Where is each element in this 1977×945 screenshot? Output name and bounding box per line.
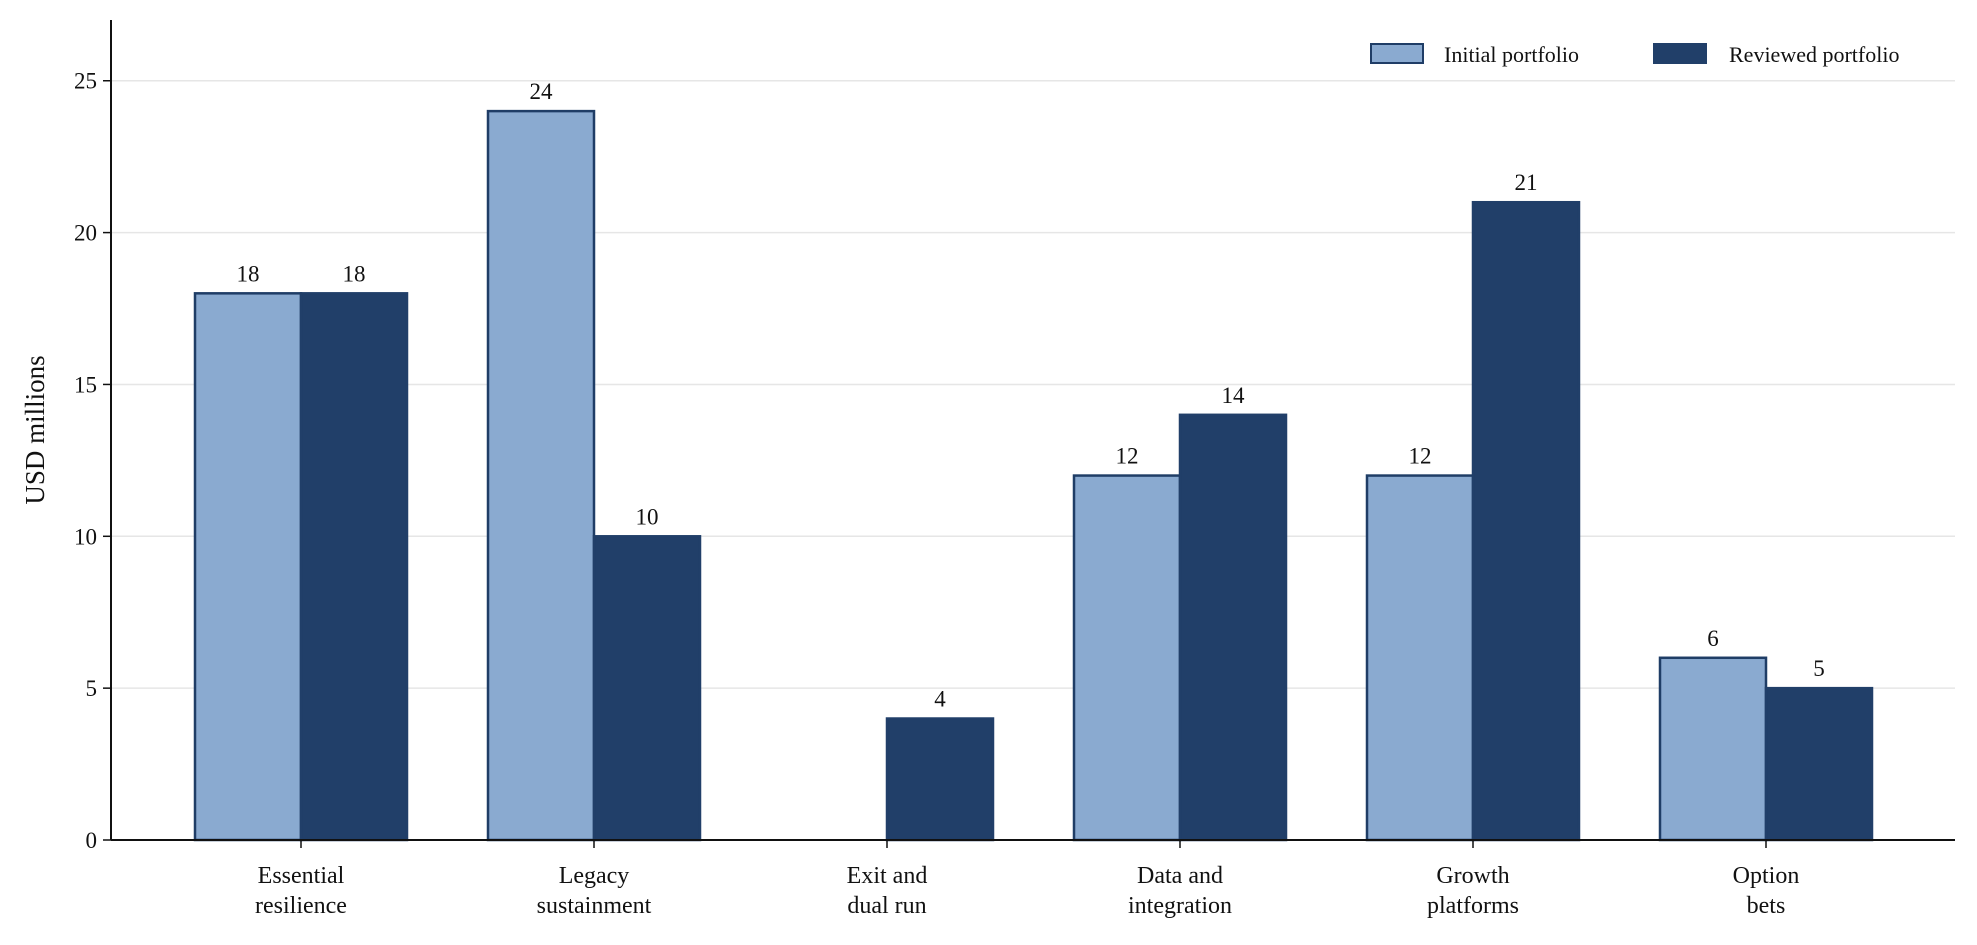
legend-label: Initial portfolio — [1444, 42, 1579, 67]
y-tick-label: 5 — [86, 676, 98, 701]
x-tick-label: integration — [1128, 893, 1232, 919]
y-tick-label: 15 — [74, 372, 97, 397]
bar-initial — [1072, 474, 1182, 842]
x-tick-label: Essential — [258, 863, 345, 889]
bar-reviewed — [1178, 413, 1288, 842]
y-axis-title: USD millions — [20, 355, 50, 504]
x-tick-label: bets — [1747, 893, 1786, 919]
data-label: 4 — [934, 687, 946, 712]
bar-initial — [193, 292, 303, 842]
x-tick-label: resilience — [255, 893, 347, 919]
data-label: 18 — [343, 261, 366, 286]
y-tick-label: 20 — [74, 221, 97, 246]
y-tick-label: 10 — [74, 524, 97, 549]
bar-reviewed — [1471, 200, 1581, 842]
bar-initial — [1365, 474, 1475, 842]
data-label: 6 — [1707, 626, 1719, 651]
x-tick-label: dual run — [847, 893, 926, 919]
data-label: 12 — [1116, 444, 1139, 469]
bar-reviewed — [1764, 686, 1874, 842]
bar-reviewed — [885, 717, 995, 842]
x-tick-label: Legacy — [559, 863, 630, 889]
bars-group — [193, 109, 1874, 842]
bar-reviewed — [299, 292, 409, 842]
grid-lines — [111, 79, 1955, 689]
data-labels-group: 18 18 24 10 4 12 14 12 21 6 5 — [237, 79, 1825, 711]
data-label: 12 — [1409, 444, 1432, 469]
bar-initial — [1658, 656, 1768, 842]
legend-swatch-reviewed — [1653, 43, 1707, 64]
legend-swatch-initial — [1370, 43, 1424, 64]
data-label: 24 — [530, 79, 554, 104]
data-label: 21 — [1515, 170, 1538, 195]
data-label: 14 — [1222, 383, 1246, 408]
axes-group: 0 5 10 15 20 25 Essential resilience Legacy susta… — [20, 20, 1955, 919]
data-label: 10 — [636, 504, 659, 529]
data-label: 18 — [237, 261, 260, 286]
x-tick-label: Exit and — [847, 863, 928, 889]
x-tick-label: platforms — [1427, 893, 1519, 919]
x-tick-label: Growth — [1436, 863, 1509, 889]
x-tick-label: Option — [1733, 863, 1800, 889]
x-tick-label: Data and — [1137, 863, 1223, 889]
y-tick-label: 0 — [86, 828, 98, 853]
x-tick-label: sustainment — [537, 893, 652, 919]
y-tick-label: 25 — [74, 69, 97, 94]
data-label: 5 — [1813, 656, 1825, 681]
bar-initial — [486, 109, 596, 842]
legend: Initial portfolio Reviewed portfolio — [1370, 42, 1899, 67]
bar-reviewed — [592, 535, 702, 842]
legend-label: Reviewed portfolio — [1729, 42, 1899, 67]
